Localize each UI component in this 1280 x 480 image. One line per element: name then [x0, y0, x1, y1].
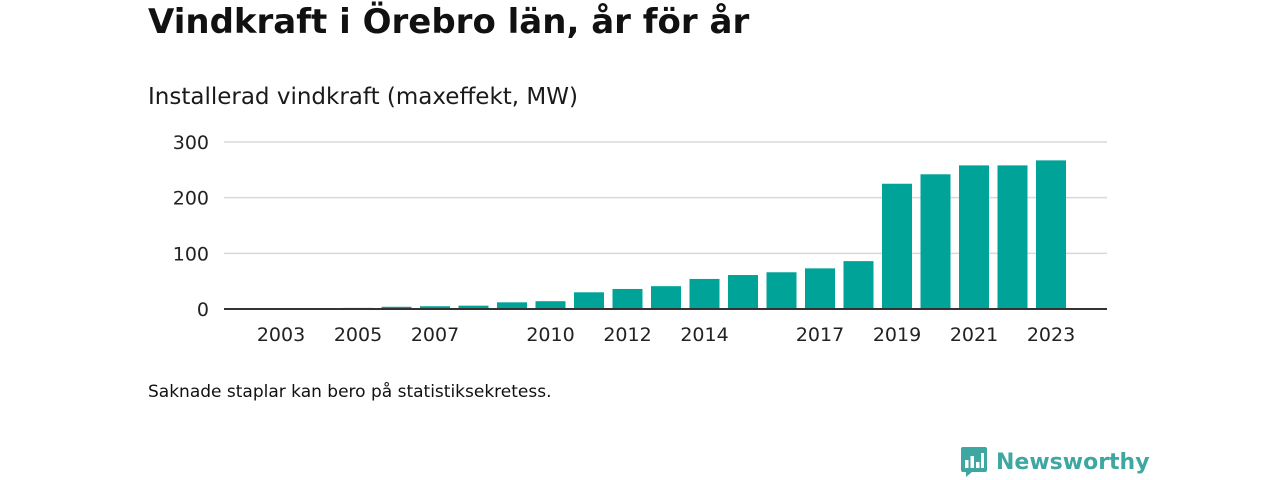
bar-chart-speech-bubble-icon	[961, 447, 987, 477]
bar-2017	[805, 268, 835, 309]
brand-name: Newsworthy	[996, 449, 1150, 475]
bar-2013	[651, 286, 681, 309]
footnote: Saknade staplar kan bero på statistiksek…	[148, 382, 552, 402]
brand-logo[interactable]: Newsworthy	[960, 446, 1150, 478]
y-tick-label: 300	[173, 132, 209, 154]
chart-title: Vindkraft i Örebro län, år för år	[148, 2, 750, 42]
x-axis-labels: 2003 2005 2007 2010 2012 2014 2017 2019 2021 2023	[257, 324, 1075, 346]
x-tick-label: 2017	[796, 324, 844, 346]
y-tick-label: 200	[173, 188, 209, 210]
x-tick-label: 2021	[950, 324, 998, 346]
bar-2019	[882, 183, 912, 309]
bar-2015	[728, 275, 758, 309]
y-tick-label: 0	[197, 299, 209, 321]
bar-2014	[689, 278, 720, 309]
chart-subtitle: Installerad vindkraft (maxeffekt, MW)	[148, 84, 578, 110]
x-tick-label: 2019	[873, 324, 921, 346]
bars	[227, 160, 1066, 309]
bar-2016	[766, 272, 797, 309]
bar-2012	[612, 288, 643, 309]
bar-2007	[420, 306, 450, 309]
x-tick-label: 2023	[1027, 324, 1075, 346]
bar-2020	[920, 174, 951, 309]
y-axis-labels: 0 100 200 300	[173, 132, 209, 321]
bar-2022	[997, 165, 1028, 309]
bar-2021	[959, 165, 989, 309]
x-tick-label: 2005	[334, 324, 382, 346]
x-tick-label: 2014	[680, 324, 728, 346]
x-tick-label: 2010	[526, 324, 574, 346]
y-tick-label: 100	[173, 243, 209, 265]
x-tick-label: 2007	[411, 324, 459, 346]
bar-2018	[843, 261, 874, 309]
x-tick-label: 2003	[257, 324, 305, 346]
bar-2006	[381, 306, 412, 309]
bar-2023	[1036, 160, 1066, 309]
bar-2010	[535, 301, 566, 309]
bar-2008	[458, 305, 489, 309]
bar-2009	[497, 302, 527, 309]
bar-2011	[574, 292, 604, 309]
x-tick-label: 2012	[603, 324, 651, 346]
